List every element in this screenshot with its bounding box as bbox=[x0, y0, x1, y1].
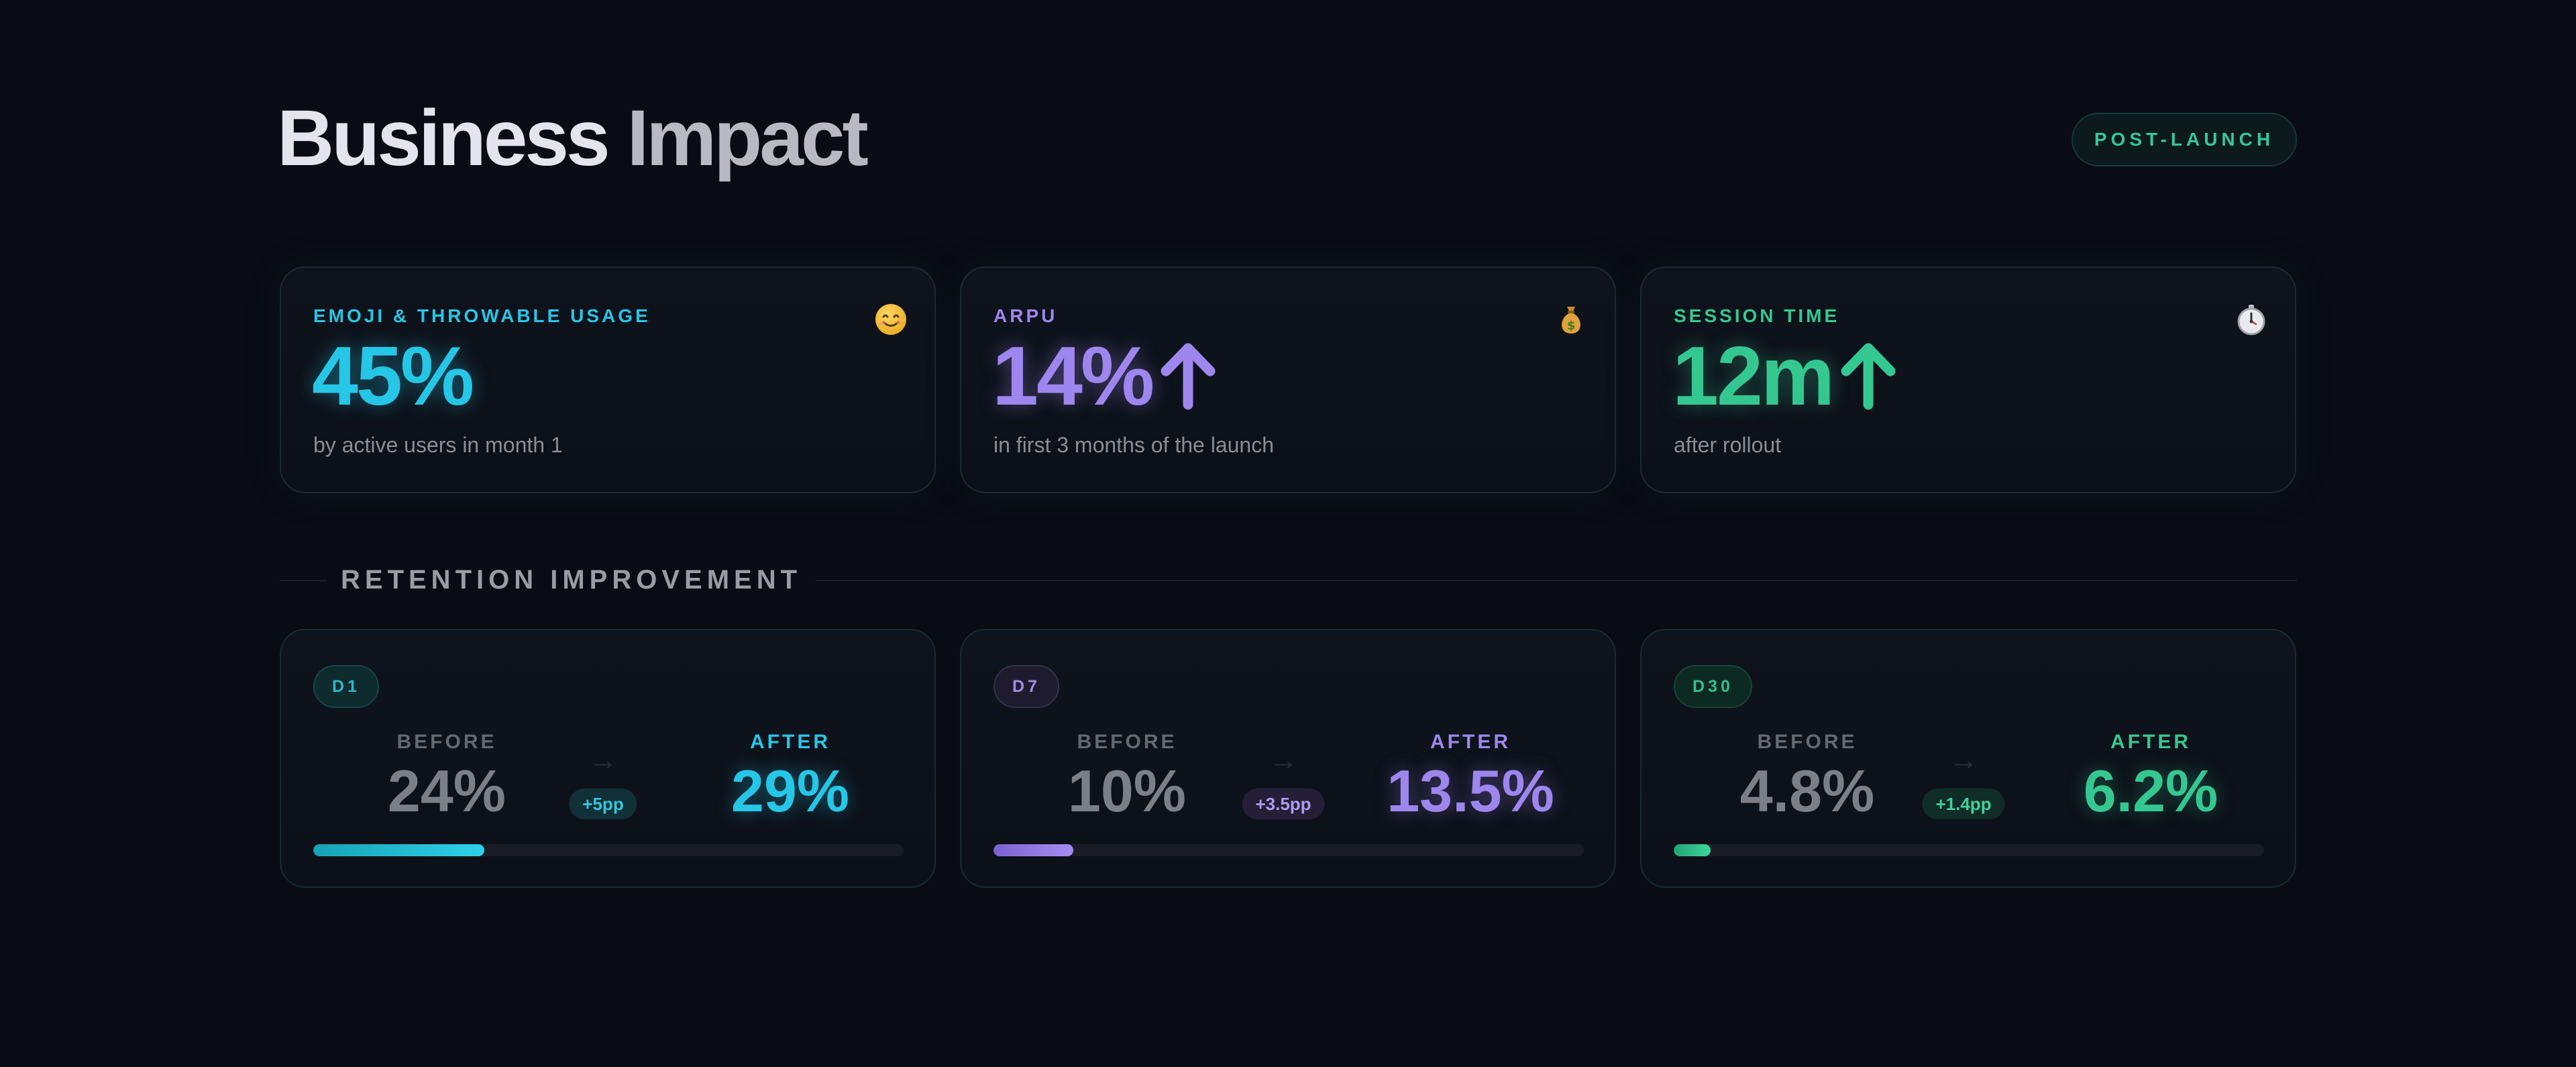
kpi-value: 14% bbox=[992, 335, 1217, 418]
trend-up-arrow-icon bbox=[1161, 343, 1216, 410]
kpi-card-session-time: SESSION TIME 12m after rollout bbox=[1640, 266, 2296, 493]
after-label: AFTER bbox=[2110, 731, 2191, 753]
before-column: BEFORE 4.8% bbox=[1707, 732, 1908, 821]
after-column: AFTER 6.2% bbox=[2050, 732, 2251, 821]
progress-track bbox=[1674, 844, 2264, 856]
after-column: AFTER 29% bbox=[690, 732, 891, 821]
section-divider-right bbox=[816, 580, 2297, 581]
before-label: BEFORE bbox=[1077, 731, 1177, 753]
before-value: 24% bbox=[387, 758, 506, 824]
progress-track bbox=[313, 844, 904, 856]
kpi-value: 12m bbox=[1672, 335, 1897, 418]
period-chip: D7 bbox=[994, 665, 1059, 708]
page-title-part1: Business bbox=[277, 94, 610, 183]
before-column: BEFORE 24% bbox=[346, 732, 547, 821]
kpi-value: 45% bbox=[312, 330, 474, 423]
kpi-label: ARPU bbox=[994, 305, 1058, 326]
delta-badge: +1.4pp bbox=[1922, 789, 2005, 819]
delta-badge: +5pp bbox=[569, 789, 637, 819]
right-arrow-icon: → bbox=[588, 744, 618, 776]
period-chip: D30 bbox=[1674, 665, 1752, 708]
smiley-face-icon bbox=[873, 301, 909, 338]
before-label: BEFORE bbox=[1757, 731, 1858, 753]
after-value: 13.5% bbox=[1387, 758, 1554, 824]
page-title: Business Impact bbox=[277, 93, 869, 184]
retention-card-d30: D30 BEFORE 4.8% → +1.4pp AFTER 6.2% bbox=[1640, 629, 2296, 888]
progress-track bbox=[994, 844, 1584, 856]
money-bag-icon: $ bbox=[1553, 301, 1589, 338]
trend-up-arrow-icon bbox=[1841, 343, 1896, 410]
progress-fill bbox=[1674, 844, 1711, 856]
retention-card-d7: D7 BEFORE 10% → +3.5pp AFTER 13.5% bbox=[960, 629, 1616, 888]
section-title: RETENTION IMPROVEMENT bbox=[341, 565, 802, 595]
after-value: 29% bbox=[731, 758, 850, 824]
before-label: BEFORE bbox=[396, 731, 497, 753]
kpi-card-arpu: ARPU $ 14% in first 3 months of the laun… bbox=[960, 266, 1616, 493]
kpi-subtitle: after rollout bbox=[1674, 433, 1782, 457]
right-arrow-icon: → bbox=[1949, 744, 1978, 776]
progress-fill bbox=[313, 844, 485, 856]
kpi-subtitle: by active users in month 1 bbox=[313, 433, 563, 457]
kpi-card-emoji-usage: EMOJI & THROWABLE USAGE 45% by active us… bbox=[280, 266, 936, 493]
right-arrow-icon: → bbox=[1269, 744, 1298, 776]
post-launch-badge: POST-LAUNCH bbox=[2072, 113, 2297, 166]
after-column: AFTER 13.5% bbox=[1370, 732, 1571, 821]
page-title-part2: Impact bbox=[627, 94, 868, 183]
progress-fill bbox=[994, 844, 1073, 856]
retention-card-d1: D1 BEFORE 24% → +5pp AFTER 29% bbox=[280, 629, 936, 888]
before-value: 4.8% bbox=[1739, 758, 1875, 824]
after-label: AFTER bbox=[1430, 731, 1511, 753]
before-value: 10% bbox=[1067, 758, 1187, 824]
before-column: BEFORE 10% bbox=[1026, 732, 1228, 821]
delta-badge: +3.5pp bbox=[1242, 789, 1325, 819]
section-divider-left bbox=[280, 580, 327, 581]
period-chip: D1 bbox=[313, 665, 379, 708]
kpi-subtitle: in first 3 months of the launch bbox=[994, 433, 1274, 457]
after-label: AFTER bbox=[750, 731, 830, 753]
after-value: 6.2% bbox=[2083, 758, 2218, 824]
stopwatch-icon bbox=[2233, 301, 2269, 338]
kpi-label: SESSION TIME bbox=[1674, 305, 1840, 326]
kpi-label: EMOJI & THROWABLE USAGE bbox=[313, 305, 651, 326]
svg-text:$: $ bbox=[1567, 319, 1576, 333]
